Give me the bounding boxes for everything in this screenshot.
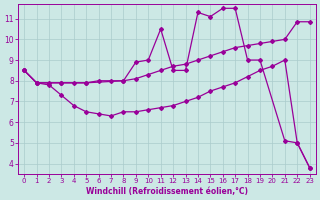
X-axis label: Windchill (Refroidissement éolien,°C): Windchill (Refroidissement éolien,°C) — [86, 187, 248, 196]
